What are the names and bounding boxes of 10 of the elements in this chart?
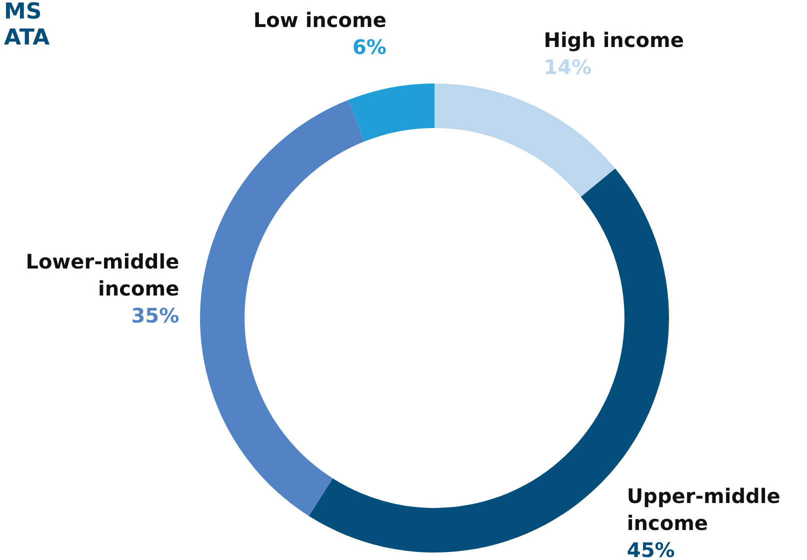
data-label: 6%: [352, 35, 386, 60]
text: ATA: [4, 26, 50, 51]
data-label: 45%: [626, 538, 675, 560]
slice-label: Lower-middle income: [26, 250, 180, 301]
slice-label: Upper-middle income: [626, 484, 780, 535]
text: MS: [4, 0, 42, 25]
slice-label: High income: [544, 28, 684, 52]
data-label: 14%: [544, 55, 592, 80]
slice-label: Low income: [253, 8, 386, 32]
data-label: 35%: [131, 304, 180, 328]
